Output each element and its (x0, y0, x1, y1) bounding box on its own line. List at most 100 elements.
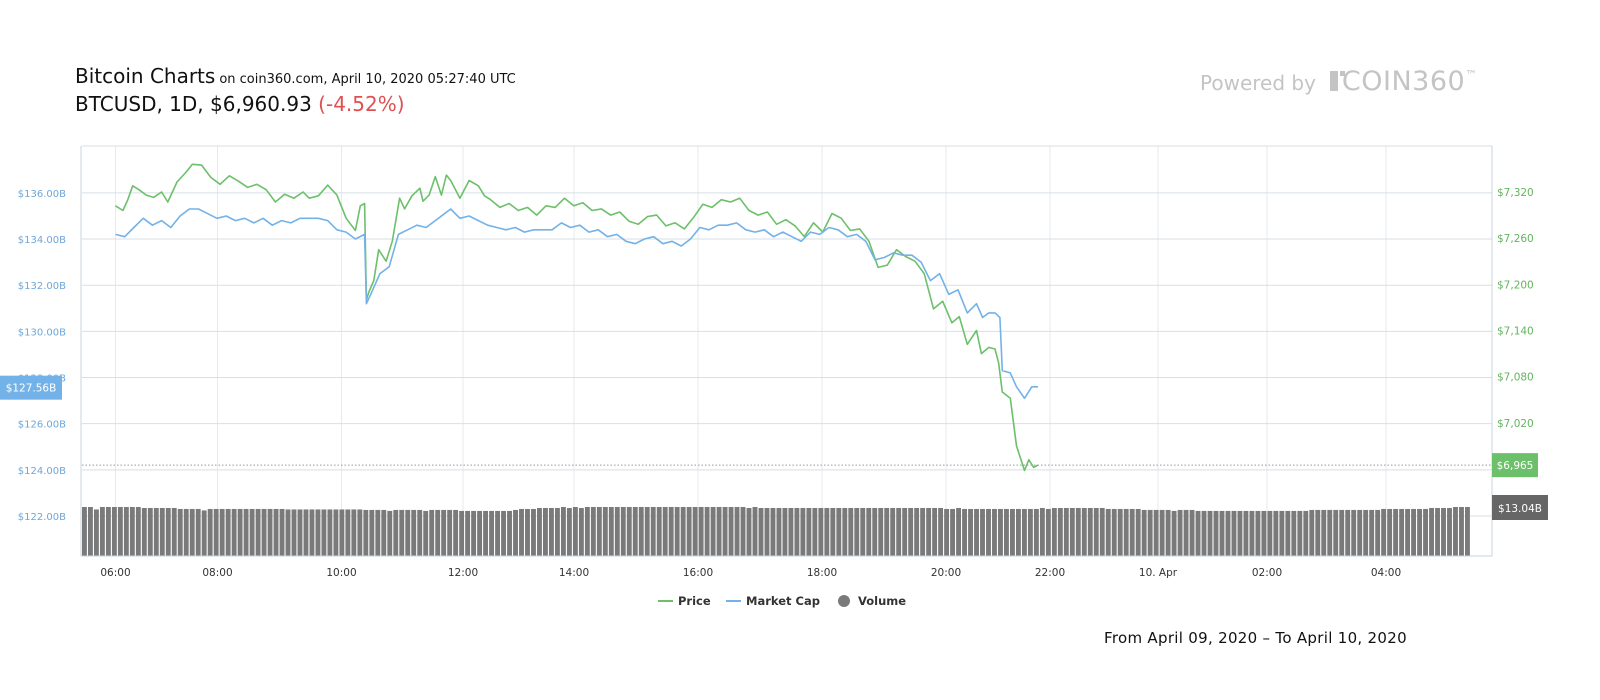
volume-bar (1039, 507, 1045, 556)
volume-bar (1111, 508, 1117, 556)
volume-bar (291, 509, 297, 556)
volume-bar (1441, 507, 1446, 556)
legend-item-volume[interactable]: Volume (838, 594, 906, 608)
volume-bar (225, 508, 231, 556)
volume-bar (1267, 510, 1273, 556)
volume-bar (956, 507, 961, 556)
x-tick-label: 10. Apr (1139, 567, 1178, 579)
volume-bar (1327, 509, 1333, 556)
volume-bar (99, 507, 105, 556)
volume-bar (716, 507, 722, 556)
volume-bar (644, 507, 650, 556)
volume-bar (141, 507, 147, 556)
y-right-tick-label: $7,140 (1497, 325, 1534, 337)
volume-bar (165, 507, 171, 556)
volume-bar (668, 507, 674, 556)
volume-bar (1183, 509, 1189, 556)
volume-bar (830, 507, 836, 556)
volume-bar (1417, 508, 1423, 556)
x-tick-label: 06:00 (100, 567, 130, 579)
volume-bar (1045, 508, 1051, 556)
volume-bar (704, 507, 710, 556)
volume-bar (944, 508, 950, 556)
volume-bar (848, 507, 854, 556)
volume-bar (489, 510, 495, 556)
volume-bar (566, 507, 572, 556)
legend-item-price[interactable]: Price (658, 594, 711, 608)
powered-by-branding[interactable]: Powered by COIN360™ (1200, 66, 1478, 97)
volume-bar (333, 509, 339, 556)
volume-bar (1321, 509, 1327, 556)
volume-bar (650, 507, 656, 556)
volume-bar (1357, 509, 1363, 556)
y-left-tick-label: $130.00B (18, 327, 66, 338)
date-range-label: From April 09, 2020 – To April 10, 2020 (1104, 629, 1407, 647)
volume-bar (836, 507, 842, 556)
ticker-pair-price: BTCUSD, 1D, $6,960.93 (75, 92, 312, 116)
current-value-markers: $127.56B $6,965 $13.04B (0, 375, 1548, 520)
volume-bar (1255, 510, 1261, 556)
volume-bar (800, 507, 806, 556)
volume-bar (159, 507, 165, 556)
volume-bar (531, 508, 536, 556)
x-tick-label: 20:00 (931, 567, 961, 579)
volume-bar (560, 507, 566, 556)
chart-axes: 06:00 08:00 10:00 12:00 14:00 16:00 18:00 20:00… (18, 145, 1534, 579)
volume-bar (728, 507, 734, 556)
volume-bar (962, 508, 967, 556)
chart-legend[interactable]: Price Market Cap Volume (658, 594, 906, 608)
volume-bar (884, 507, 890, 556)
volume-bar (1387, 508, 1393, 556)
market-cap-current-label: $127.56B (6, 383, 57, 395)
volume-bar (608, 507, 614, 556)
volume-bar (920, 507, 926, 556)
series-lines (115, 163, 1039, 472)
volume-bar (429, 509, 435, 556)
volume-bar (764, 507, 770, 556)
volume-bar (219, 508, 225, 556)
volume-bar (1135, 508, 1141, 556)
volume-bar (974, 508, 979, 556)
volume-bar (776, 507, 782, 556)
volume-current-label: $13.04B (1498, 503, 1542, 515)
volume-bar (1153, 509, 1159, 556)
volume-bar (932, 507, 938, 556)
volume-bar (548, 507, 554, 556)
volume-bar (1159, 509, 1165, 556)
legend-dot-icon (838, 595, 850, 607)
volume-bar (1051, 507, 1057, 556)
volume-bar (501, 510, 506, 556)
volume-bar (435, 509, 441, 556)
volume-bar (854, 507, 860, 556)
volume-bar (441, 509, 447, 556)
volume-bar (662, 507, 668, 556)
volume-bar (1219, 510, 1225, 556)
volume-bar (1405, 508, 1411, 556)
volume-bar (321, 509, 327, 556)
volume-bar (620, 507, 626, 556)
volume-bar (734, 507, 740, 556)
volume-current-marker (1492, 495, 1548, 520)
y-left-tick-label: $122.00B (18, 512, 66, 523)
volume-bar (1147, 509, 1153, 556)
legend-item-market-cap[interactable]: Market Cap (726, 594, 820, 608)
price-change: (-4.52%) (318, 92, 405, 116)
volume-bar (105, 507, 111, 556)
y-right-tick-label: $7,080 (1497, 372, 1534, 384)
volume-bar (1453, 507, 1458, 556)
volume-bar (1021, 508, 1027, 556)
y-right-tick-label: $7,260 (1497, 233, 1534, 245)
volume-bar (980, 508, 985, 556)
volume-bar (1225, 510, 1231, 556)
volume-bar (860, 507, 866, 556)
series-line-price (115, 163, 1039, 472)
y-left-tick-label: $126.00B (18, 420, 66, 431)
volume-bar (135, 507, 141, 556)
volume-bar (1243, 510, 1249, 556)
x-tick-label: 02:00 (1252, 567, 1282, 579)
volume-bar (902, 507, 908, 556)
volume-bar (465, 510, 471, 556)
legend-label: Market Cap (746, 594, 820, 608)
volume-bar (1369, 509, 1375, 556)
